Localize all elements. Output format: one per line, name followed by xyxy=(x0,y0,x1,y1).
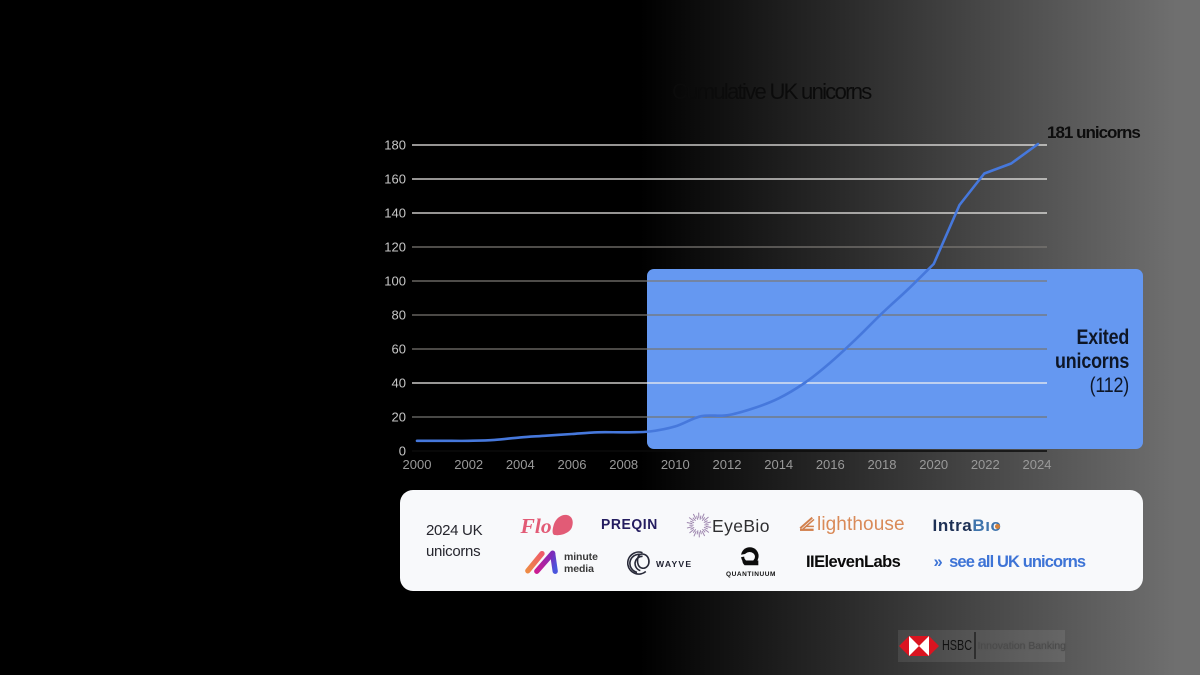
svg-text:2022: 2022 xyxy=(971,457,1000,472)
svg-text:2010: 2010 xyxy=(661,457,690,472)
svg-text:Flo: Flo xyxy=(520,514,552,538)
svg-text:20: 20 xyxy=(392,410,406,425)
svg-text:180: 180 xyxy=(384,138,406,153)
svg-text:160: 160 xyxy=(384,172,406,187)
svg-text:2024: 2024 xyxy=(1023,457,1052,472)
svg-text:2020: 2020 xyxy=(919,457,948,472)
svg-text:60: 60 xyxy=(392,342,406,357)
svg-text:2004: 2004 xyxy=(506,457,535,472)
svg-text:2018: 2018 xyxy=(868,457,897,472)
svg-text:120: 120 xyxy=(384,240,406,255)
svg-text:140: 140 xyxy=(384,206,406,221)
svg-text:2016: 2016 xyxy=(816,457,845,472)
svg-text:2014: 2014 xyxy=(764,457,793,472)
svg-text:2000: 2000 xyxy=(403,457,432,472)
svg-text:2002: 2002 xyxy=(454,457,483,472)
svg-text:0: 0 xyxy=(399,444,406,459)
svg-text:2012: 2012 xyxy=(713,457,742,472)
svg-text:100: 100 xyxy=(384,274,406,289)
svg-text:80: 80 xyxy=(392,308,406,323)
svg-text:40: 40 xyxy=(392,376,406,391)
svg-text:2006: 2006 xyxy=(558,457,587,472)
svg-text:2008: 2008 xyxy=(609,457,638,472)
